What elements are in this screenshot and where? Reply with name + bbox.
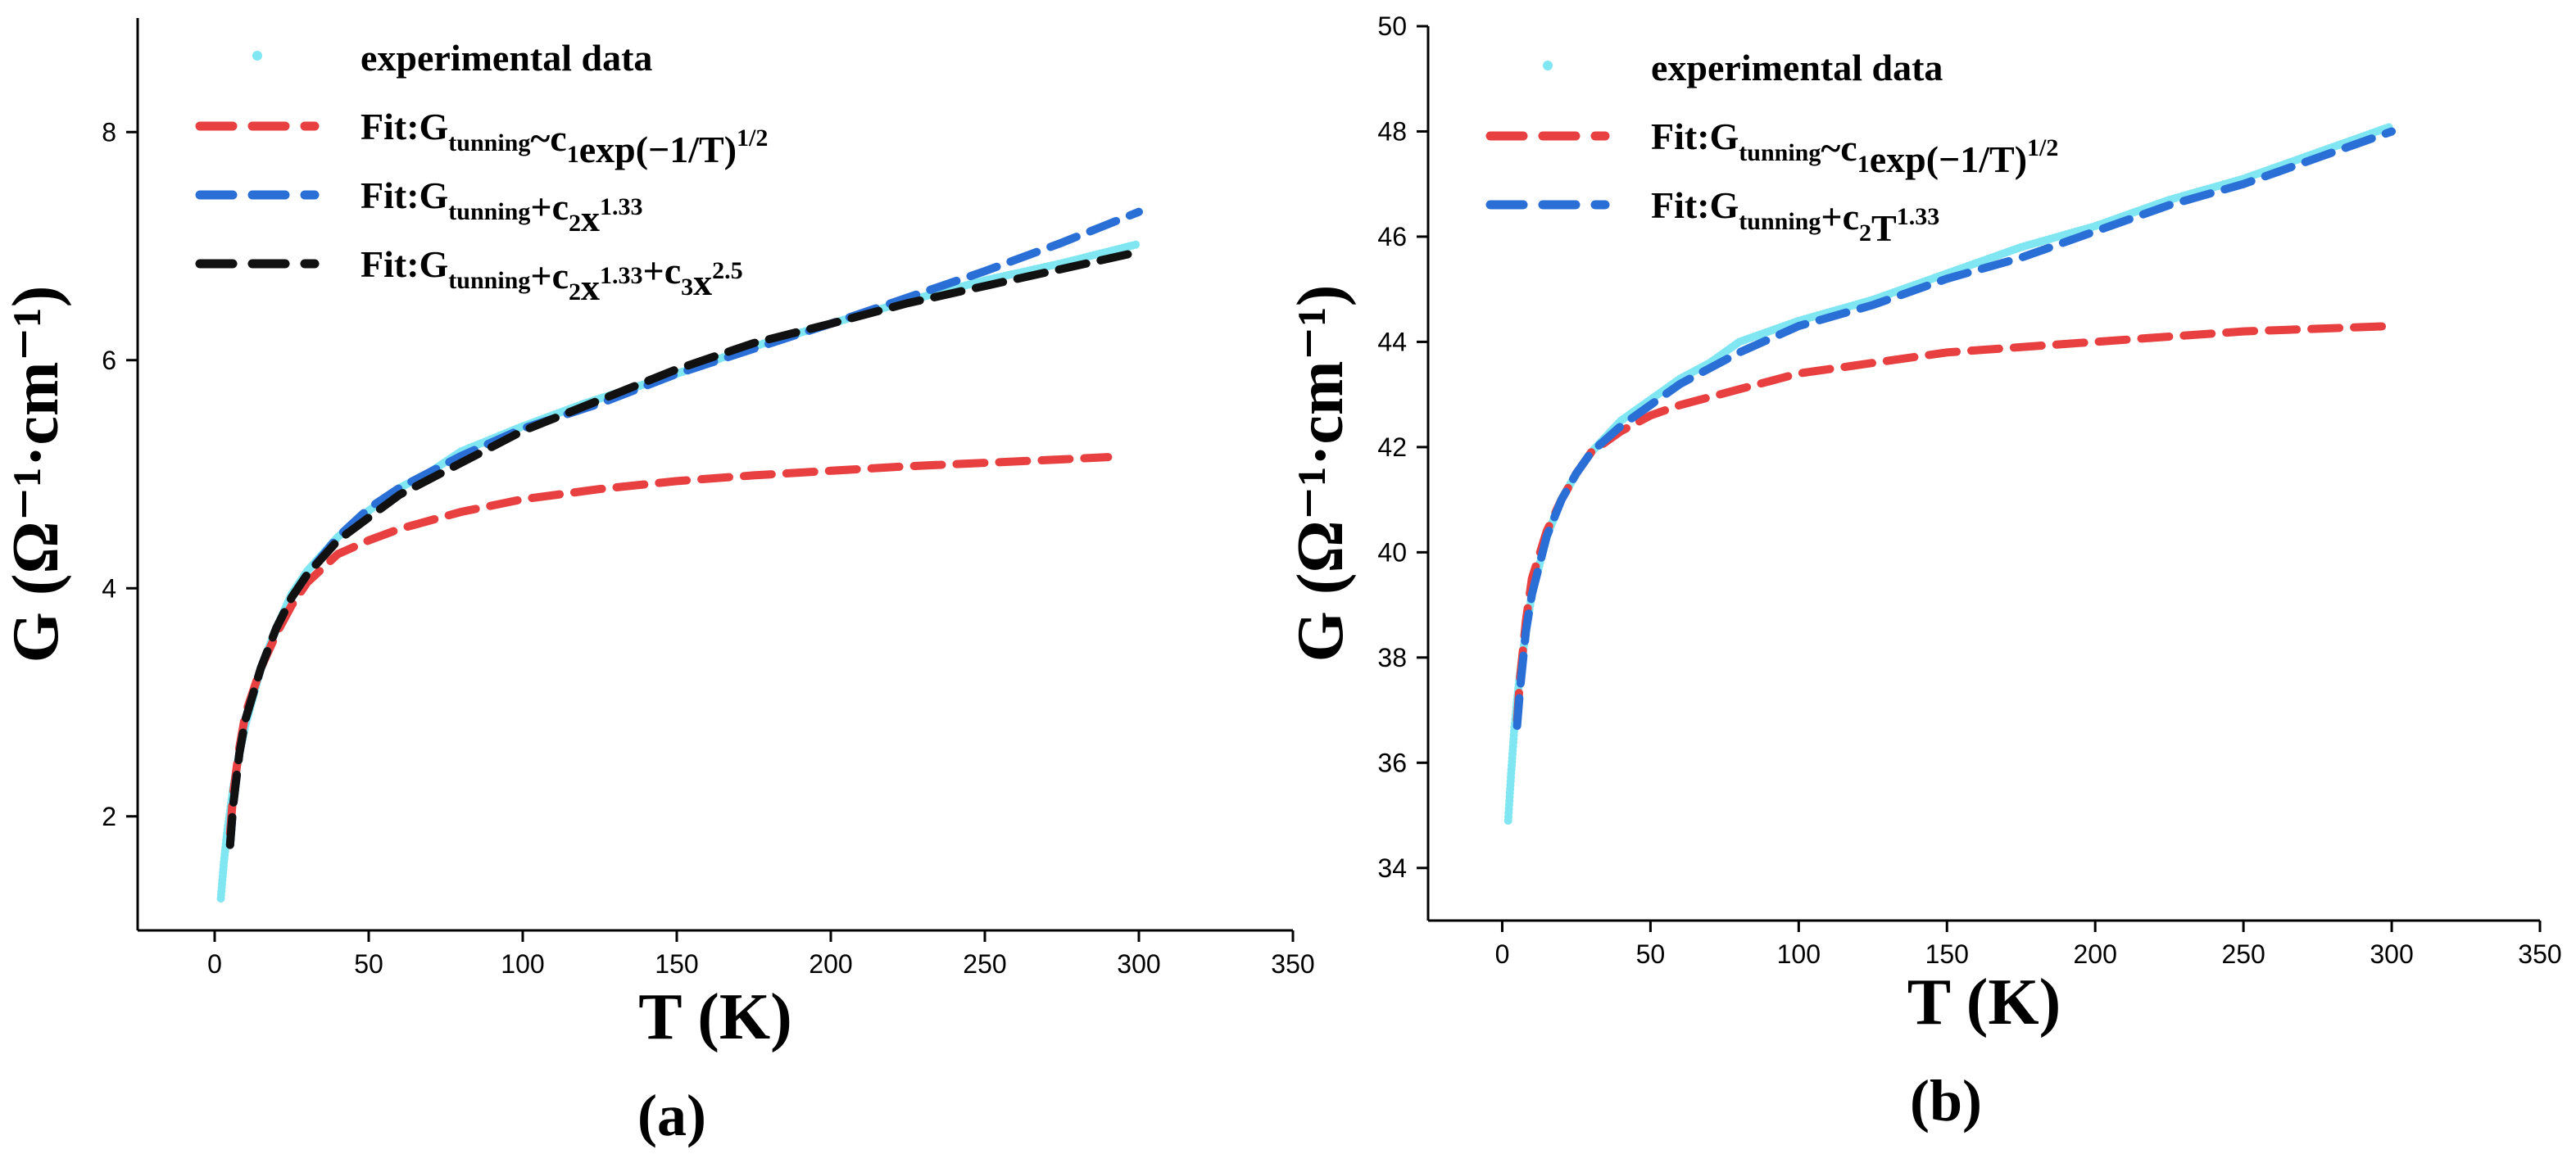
x-tick-label: 300: [2370, 939, 2413, 969]
legend-marker-dots: [252, 51, 262, 61]
legend-text-run: +c: [530, 255, 569, 296]
legend-text-run: +c: [1821, 196, 1859, 238]
panel-label: (b): [1910, 1068, 1982, 1134]
legend-superscript: 1.33: [600, 262, 643, 289]
legend-text-run: x: [581, 266, 600, 308]
legend-text-run: Fit:G: [1651, 115, 1739, 157]
legend-subscript: 2: [569, 210, 581, 237]
y-tick-label: 42: [1377, 432, 1407, 462]
legend: experimental dataFit:Gtunning~c1exp(−1/T…: [195, 37, 768, 308]
legend-subscript: tunning: [448, 267, 530, 294]
y-tick-label: 8: [102, 117, 116, 147]
legend-text-run: exp(−1/T): [579, 129, 737, 170]
legend-superscript: 1.33: [1897, 203, 1940, 230]
legend-text-run: +c: [530, 186, 569, 228]
series-fit-g-tunning-c-2t-1-33: [1512, 127, 2397, 731]
y-tick-label: 48: [1377, 116, 1407, 146]
legend-superscript: 1.33: [600, 193, 643, 220]
series-experimental-data: [1503, 123, 2393, 825]
y-tick-label: 44: [1377, 327, 1407, 356]
legend-text-run: x: [693, 261, 712, 303]
legend-label: experimental data: [361, 37, 652, 79]
legend-text-run: ~c: [1821, 127, 1857, 169]
legend-subscript: 2: [569, 278, 581, 305]
legend-label: Fit:Gtunning~c1exp(−1/T)1/2: [361, 106, 768, 170]
panel-label: (a): [637, 1083, 706, 1148]
x-tick-label: 150: [655, 949, 698, 979]
y-tick-label: 36: [1377, 748, 1407, 777]
fit-line: [225, 207, 1143, 849]
series-fit-g-tunning-c-2x-1-33-c-3x-2-5: [225, 247, 1143, 849]
x-tick-label: 350: [2518, 939, 2561, 969]
legend-subscript: tunning: [1739, 139, 1821, 166]
legend-text-run: ~c: [530, 117, 566, 159]
x-axis-title: T (K): [638, 981, 791, 1053]
legend-text-run: x: [581, 197, 600, 239]
legend-text-run: Fit:G: [1651, 184, 1739, 226]
legend-subscript: tunning: [1739, 208, 1821, 235]
x-tick-label: 300: [1117, 949, 1160, 979]
x-tick-label: 50: [354, 949, 383, 979]
legend: experimental dataFit:Gtunning~c1exp(−1/T…: [1485, 47, 2058, 249]
legend-label: Fit:Gtunning+c2x1.33: [361, 174, 643, 239]
legend-text-run: T: [1871, 207, 1897, 249]
y-tick-label: 34: [1377, 853, 1407, 883]
data-point: [1132, 240, 1141, 249]
legend-superscript: 2.5: [712, 257, 743, 284]
legend-text-run: Fit:G: [361, 106, 448, 147]
legend-text-run: Fit:G: [361, 174, 448, 216]
fit-line: [225, 247, 1143, 849]
series-experimental-data: [216, 240, 1141, 903]
legend-superscript: 1/2: [2027, 134, 2058, 161]
x-tick-label: 250: [2221, 939, 2265, 969]
legend-text-run: Fit:G: [361, 243, 448, 285]
y-tick-label: 46: [1377, 222, 1407, 251]
y-tick-label: 50: [1377, 11, 1407, 41]
legend-label: experimental data: [1651, 47, 1943, 88]
legend-superscript: 1/2: [737, 124, 768, 152]
legend-subscript: 2: [1859, 219, 1871, 247]
fit-line: [1512, 127, 2397, 731]
x-tick-label: 100: [1777, 939, 1821, 969]
y-axis-title: G (Ω⁻¹·cm⁻¹): [0, 286, 72, 663]
legend-subscript: tunning: [448, 129, 530, 156]
legend-text-run: +c: [643, 250, 682, 292]
legend-label: Fit:Gtunning~c1exp(−1/T)1/2: [1651, 115, 2058, 180]
panel-a: 0 50 100 150 200 250 300 350 2 4 6 8 T (K) G (Ω⁻¹·cm⁻…: [0, 18, 1315, 1148]
series-fit-g-tunning-c-1exp-1-t-1-2: [1512, 322, 2397, 725]
series-fit-g-tunning-c-2x-1-33: [225, 207, 1143, 849]
legend-subscript: 3: [681, 274, 693, 301]
x-tick-label: 200: [809, 949, 852, 979]
legend-label: Fit:Gtunning+c2T1.33: [1651, 184, 1939, 249]
y-tick-label: 2: [102, 802, 116, 831]
x-tick-label: 200: [2074, 939, 2117, 969]
x-axis-title: T (K): [1907, 966, 2061, 1039]
x-tick-label: 250: [963, 949, 1006, 979]
legend-subscript: tunning: [448, 198, 530, 225]
y-tick-label: 4: [102, 573, 116, 603]
y-tick-label: 38: [1377, 643, 1407, 672]
x-tick-label: 100: [501, 949, 544, 979]
x-tick-label: 50: [1636, 939, 1666, 969]
legend-marker-dots: [1543, 61, 1553, 70]
legend-subscript: 1: [1857, 151, 1870, 178]
x-tick-label: 350: [1271, 949, 1314, 979]
x-tick-label: 0: [1495, 939, 1510, 969]
panel-b: 0 50 100 150 200 250 300 350 34 36 38 40 42 44 46 48 50 T…: [1285, 11, 2562, 1134]
legend-subscript: 1: [567, 141, 579, 168]
y-tick-label: 6: [102, 346, 116, 375]
fit-line: [1512, 322, 2397, 725]
x-tick-label: 0: [207, 949, 222, 979]
legend-label: Fit:Gtunning+c2x1.33+c3x2.5: [361, 243, 743, 308]
legend-text-run: exp(−1/T): [1870, 138, 2027, 180]
y-axis-title: G (Ω⁻¹·cm⁻¹): [1285, 285, 1357, 663]
y-tick-label: 40: [1377, 537, 1407, 567]
x-tick-label: 150: [1925, 939, 1969, 969]
